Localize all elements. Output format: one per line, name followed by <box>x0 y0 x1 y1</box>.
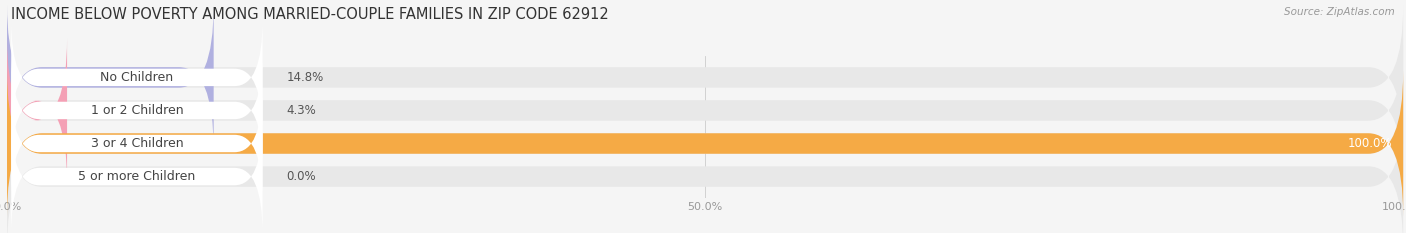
FancyBboxPatch shape <box>11 86 263 201</box>
FancyBboxPatch shape <box>7 38 67 183</box>
FancyBboxPatch shape <box>7 71 1403 216</box>
Text: 0.0%: 0.0% <box>287 170 316 183</box>
Text: 100.0%: 100.0% <box>1347 137 1392 150</box>
FancyBboxPatch shape <box>7 5 1403 150</box>
FancyBboxPatch shape <box>7 38 1403 183</box>
Text: 4.3%: 4.3% <box>287 104 316 117</box>
Text: Source: ZipAtlas.com: Source: ZipAtlas.com <box>1284 7 1395 17</box>
FancyBboxPatch shape <box>7 104 1403 233</box>
FancyBboxPatch shape <box>11 20 263 135</box>
Text: INCOME BELOW POVERTY AMONG MARRIED-COUPLE FAMILIES IN ZIP CODE 62912: INCOME BELOW POVERTY AMONG MARRIED-COUPL… <box>11 7 609 22</box>
FancyBboxPatch shape <box>11 53 263 168</box>
FancyBboxPatch shape <box>7 71 1403 216</box>
Text: 1 or 2 Children: 1 or 2 Children <box>90 104 183 117</box>
Text: 14.8%: 14.8% <box>287 71 323 84</box>
Text: 3 or 4 Children: 3 or 4 Children <box>90 137 183 150</box>
FancyBboxPatch shape <box>11 119 263 233</box>
FancyBboxPatch shape <box>7 5 214 150</box>
Text: No Children: No Children <box>100 71 173 84</box>
Text: 5 or more Children: 5 or more Children <box>79 170 195 183</box>
